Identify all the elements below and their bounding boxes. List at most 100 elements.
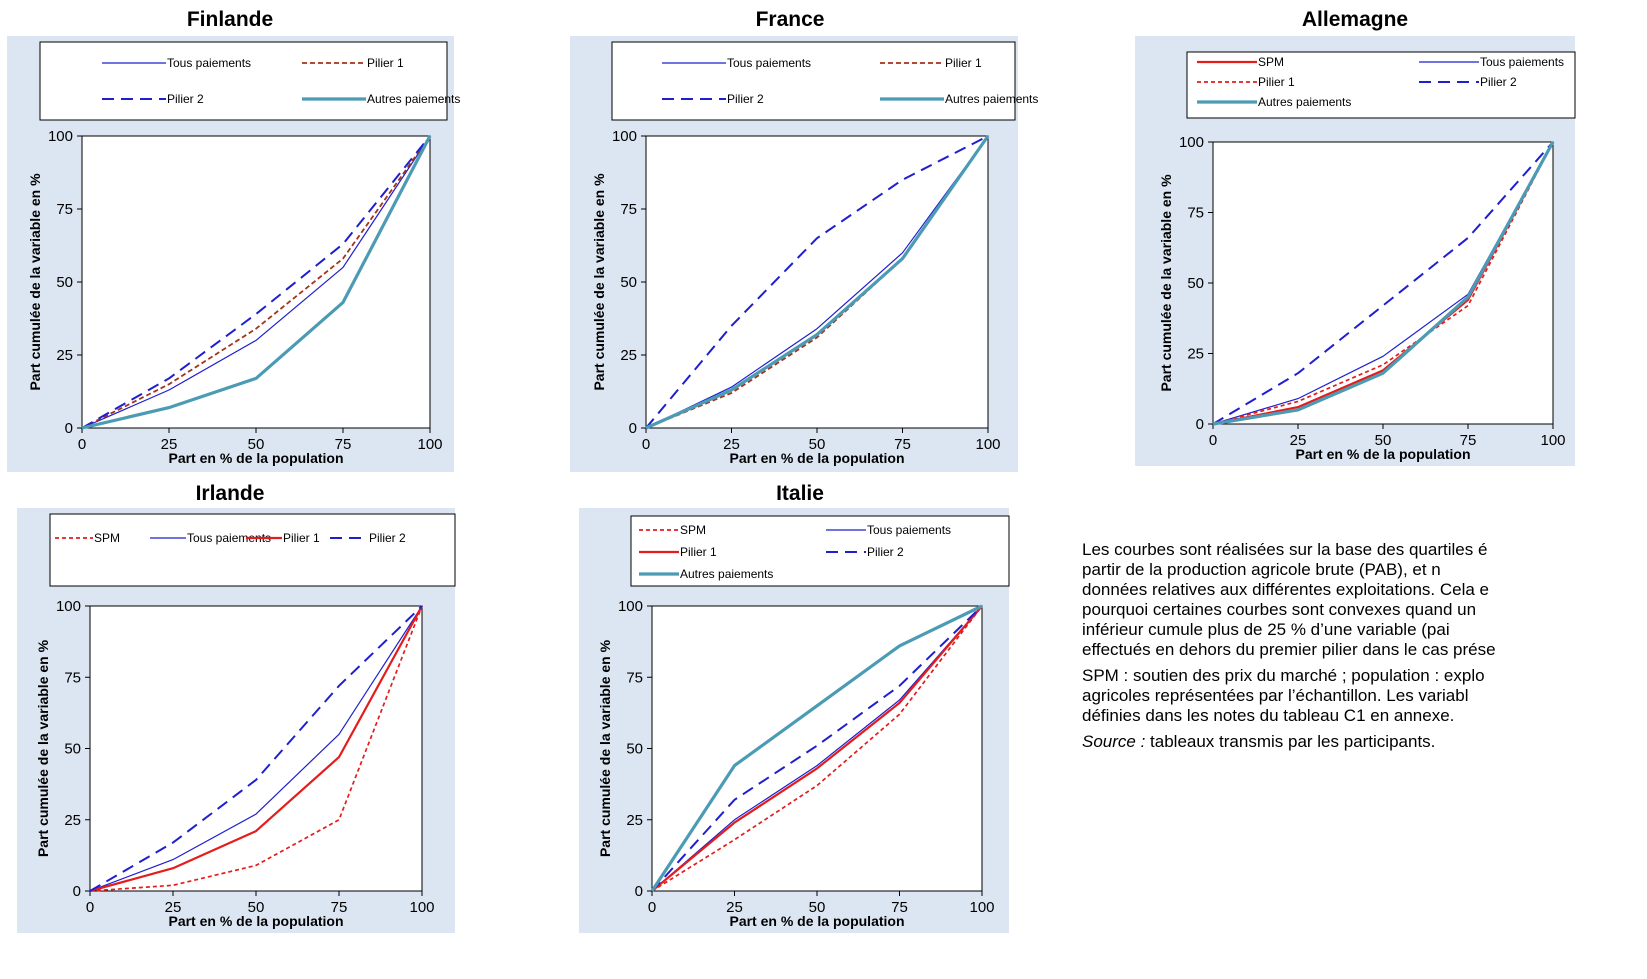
x-tick-label: 0 [86,899,94,916]
legend-entry: Pilier 1 [1258,75,1295,89]
series-line-autres-paiements [650,604,983,892]
legend-entry: Pilier 2 [369,531,406,545]
notes-line: inférieur cumule plus de 25 % d’une vari… [1082,620,1450,639]
x-tick-label: 50 [1375,432,1392,449]
notes-line: Les courbes sont réalisées sur la base d… [1082,540,1488,559]
plot-area [81,135,431,429]
series-line-autres-paiements [81,135,432,430]
y-axis-label: Part cumulée de la variable en % [27,173,43,391]
notes-line: pourquoi certaines courbes sont convexes… [1082,600,1477,619]
series-line-pilier-2 [651,605,983,892]
x-tick-label: 25 [723,436,740,453]
legend-entry: Pilier 1 [945,56,982,70]
x-tick-label: 25 [1290,432,1307,449]
x-tick-label: 75 [331,899,348,916]
y-tick-label: 25 [620,347,637,364]
x-tick-label: 100 [969,899,994,916]
x-tick-label: 50 [809,436,826,453]
y-tick-label: 75 [626,669,643,686]
y-tick-label: 50 [1187,275,1204,292]
series-line-tous-paiements [645,135,989,429]
y-tick-label: 25 [56,347,73,364]
x-axis-label: Part en % de la population [168,450,343,466]
x-axis-label: Part en % de la population [729,913,904,929]
legend-entry: Autres paiements [945,92,1038,106]
series-line-pilier-1 [651,605,983,892]
series-line-pilier-1 [1212,141,1554,425]
y-tick-label: 100 [1179,134,1204,151]
chart-title-italie: Italie [776,482,824,505]
chart-title-irlande: Irlande [195,482,265,505]
notes-line: effectués en dehors du premier pilier da… [1082,640,1496,659]
y-tick-label: 25 [626,812,643,829]
notes-text: Les courbes sont réalisées sur la base d… [1082,540,1647,758]
chart-title-allemagne: Allemagne [1301,8,1409,31]
y-tick-label: 100 [612,128,637,145]
lorenz-chart-italie: SPM Tous paiements Pilier 1 Pilier 2 Autres … [579,508,1010,933]
series-line-pilier-2 [81,135,431,429]
series-line-tous-paiements [651,605,983,892]
y-tick-label: 50 [64,741,81,758]
notes-paragraph-method: Les courbes sont réalisées sur la base d… [1082,540,1647,660]
legend-entry: SPM [1258,55,1284,69]
x-tick-label: 75 [891,899,908,916]
y-tick-label: 100 [618,598,643,615]
notes-source: Source : tableaux transmis par les parti… [1082,732,1647,752]
x-tick-label: 25 [726,899,743,916]
series-line-pilier-2 [1212,141,1554,425]
legend-entry: Autres paiements [367,92,460,106]
chart-svg: Tous paiements Pilier 1 Pilier 2 Autres pai… [7,36,460,472]
x-tick-label: 100 [975,436,1000,453]
y-tick-label: 75 [64,669,81,686]
x-axis-label: Part en % de la population [168,913,343,929]
legend-entry: Pilier 1 [283,531,320,545]
series-line-pilier-1 [81,135,431,429]
x-tick-label: 0 [642,436,650,453]
chart-svg: SPM Tous paiements Pilier 1 Pilier 2 0 25 50 75… [17,508,456,933]
y-tick-label: 100 [56,598,81,615]
x-tick-label: 100 [417,436,442,453]
y-tick-label: 25 [64,812,81,829]
y-tick-label: 25 [1187,346,1204,363]
series-line-autres-paiements [1212,141,1555,426]
legend-box [630,515,1010,587]
x-tick-label: 0 [78,436,86,453]
lorenz-chart-allemagne: SPM Tous paiements Pilier 1 Pilier 2 Autres … [1135,36,1576,466]
chart-svg: Tous paiements Pilier 1 Pilier 2 Autres pai… [570,36,1038,472]
x-tick-label: 100 [409,899,434,916]
series-line-spm [651,605,983,892]
legend-entry: Pilier 1 [367,56,404,70]
y-axis-label: Part cumulée de la variable en % [597,639,613,857]
legend-entry: Autres paiements [680,567,773,581]
legend-entry: Tous paiements [1480,55,1564,69]
notes-paragraph-definitions: SPM : soutien des prix du marché ; popul… [1082,666,1647,726]
series-line-pilier-2 [645,135,989,429]
legend-box [39,41,448,121]
source-text: tableaux transmis par les participants. [1145,732,1436,751]
series-line-tous-paiements [89,605,423,892]
x-tick-label: 0 [1209,432,1217,449]
x-tick-label: 0 [648,899,656,916]
x-tick-label: 50 [248,436,265,453]
y-axis-label: Part cumulée de la variable en % [591,173,607,391]
chart-svg: SPM Tous paiements Pilier 1 Pilier 2 Autres … [1135,36,1576,466]
y-axis-label: Part cumulée de la variable en % [1158,174,1174,392]
x-tick-label: 50 [809,899,826,916]
y-tick-label: 0 [1196,416,1204,433]
legend-entry: Tous paiements [867,523,951,537]
legend-entry: Tous paiements [727,56,811,70]
y-tick-label: 0 [635,883,643,900]
lorenz-chart-finlande: Tous paiements Pilier 1 Pilier 2 Autres pai… [7,36,460,472]
x-tick-label: 25 [165,899,182,916]
lorenz-chart-irlande: SPM Tous paiements Pilier 1 Pilier 2 0 25 50 75… [17,508,456,933]
x-axis-label: Part en % de la population [729,450,904,466]
legend-entry: Tous paiements [187,531,271,545]
legend-entry: Pilier 2 [1480,75,1517,89]
x-tick-label: 50 [248,899,265,916]
y-tick-label: 50 [56,274,73,291]
legend-entry: Pilier 2 [867,545,904,559]
chart-svg: SPM Tous paiements Pilier 1 Pilier 2 Autres … [579,508,1010,933]
y-tick-label: 100 [48,128,73,145]
plot-area [645,135,989,429]
series-line-pilier-1 [89,605,423,893]
